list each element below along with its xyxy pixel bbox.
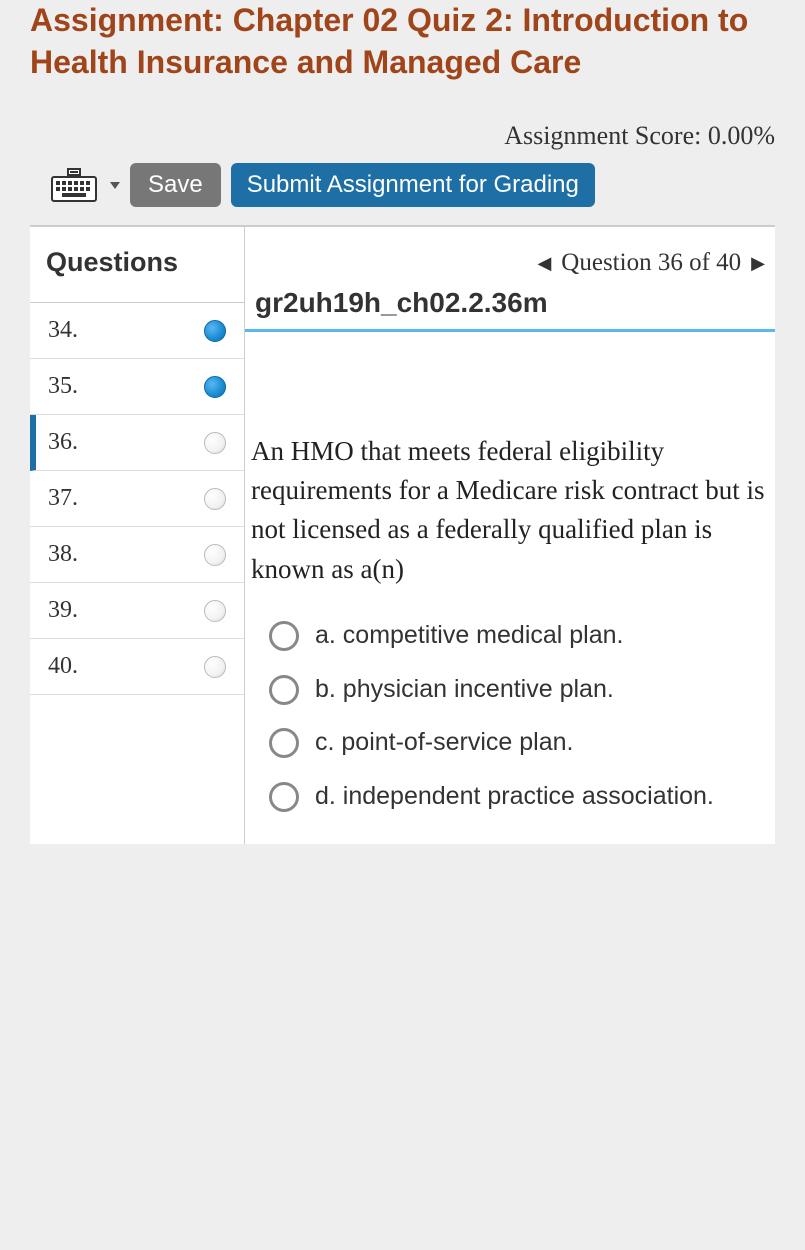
radio-icon (269, 728, 299, 758)
status-unanswered-icon (204, 488, 226, 510)
option-label: b. physician incentive plan. (315, 673, 614, 707)
question-item-39[interactable]: 39. (30, 583, 244, 639)
question-number: 34. (48, 317, 78, 344)
assignment-title: Assignment: Chapter 02 Quiz 2: Introduct… (30, 0, 775, 83)
answer-option-a[interactable]: a. competitive medical plan. (251, 609, 765, 663)
assignment-score: Assignment Score: 0.00% (0, 121, 805, 151)
submit-button[interactable]: Submit Assignment for Grading (231, 163, 595, 207)
question-content: ◀ Question 36 of 40 ▶ gr2uh19h_ch02.2.36… (245, 227, 775, 844)
question-number: 38. (48, 541, 78, 568)
question-nav: ◀ Question 36 of 40 ▶ (245, 227, 775, 283)
question-number: 35. (48, 373, 78, 400)
answer-option-c[interactable]: c. point-of-service plan. (251, 716, 765, 770)
next-question-icon[interactable]: ▶ (751, 253, 765, 274)
answer-option-d[interactable]: d. independent practice association. (251, 770, 765, 824)
question-number: 39. (48, 597, 78, 624)
question-text: An HMO that meets federal eligibility re… (251, 432, 765, 589)
option-label: c. point-of-service plan. (315, 726, 573, 760)
question-id: gr2uh19h_ch02.2.36m (245, 283, 775, 332)
status-unanswered-icon (204, 544, 226, 566)
radio-icon (269, 621, 299, 651)
question-number: 40. (48, 653, 78, 680)
radio-icon (269, 675, 299, 705)
question-position: Question 36 of 40 (561, 249, 741, 277)
status-answered-icon (204, 376, 226, 398)
question-item-36[interactable]: 36. (30, 415, 244, 471)
question-number: 36. (48, 429, 78, 456)
option-label: a. competitive medical plan. (315, 619, 623, 653)
question-item-37[interactable]: 37. (30, 471, 244, 527)
option-label: d. independent practice association. (315, 780, 714, 814)
question-number: 37. (48, 485, 78, 512)
status-answered-icon (204, 320, 226, 342)
question-sidebar: Questions 34. 35. 36. 37. 38. 39. 40. (30, 227, 245, 844)
question-item-34[interactable]: 34. (30, 303, 244, 359)
radio-icon (269, 782, 299, 812)
status-unanswered-icon (204, 656, 226, 678)
answer-option-b[interactable]: b. physician incentive plan. (251, 663, 765, 717)
question-item-38[interactable]: 38. (30, 527, 244, 583)
main-area: Questions 34. 35. 36. 37. 38. 39. 40. ◀ Questi… (30, 225, 775, 844)
status-unanswered-icon (204, 432, 226, 454)
status-unanswered-icon (204, 600, 226, 622)
sidebar-header: Questions (30, 227, 244, 303)
save-button[interactable]: Save (130, 163, 221, 207)
question-item-35[interactable]: 35. (30, 359, 244, 415)
toolbar: Save Submit Assignment for Grading (0, 163, 805, 225)
prev-question-icon[interactable]: ◀ (537, 253, 551, 274)
keyboard-dropdown-icon[interactable] (110, 182, 120, 189)
keyboard-icon[interactable] (50, 167, 98, 203)
question-item-40[interactable]: 40. (30, 639, 244, 695)
